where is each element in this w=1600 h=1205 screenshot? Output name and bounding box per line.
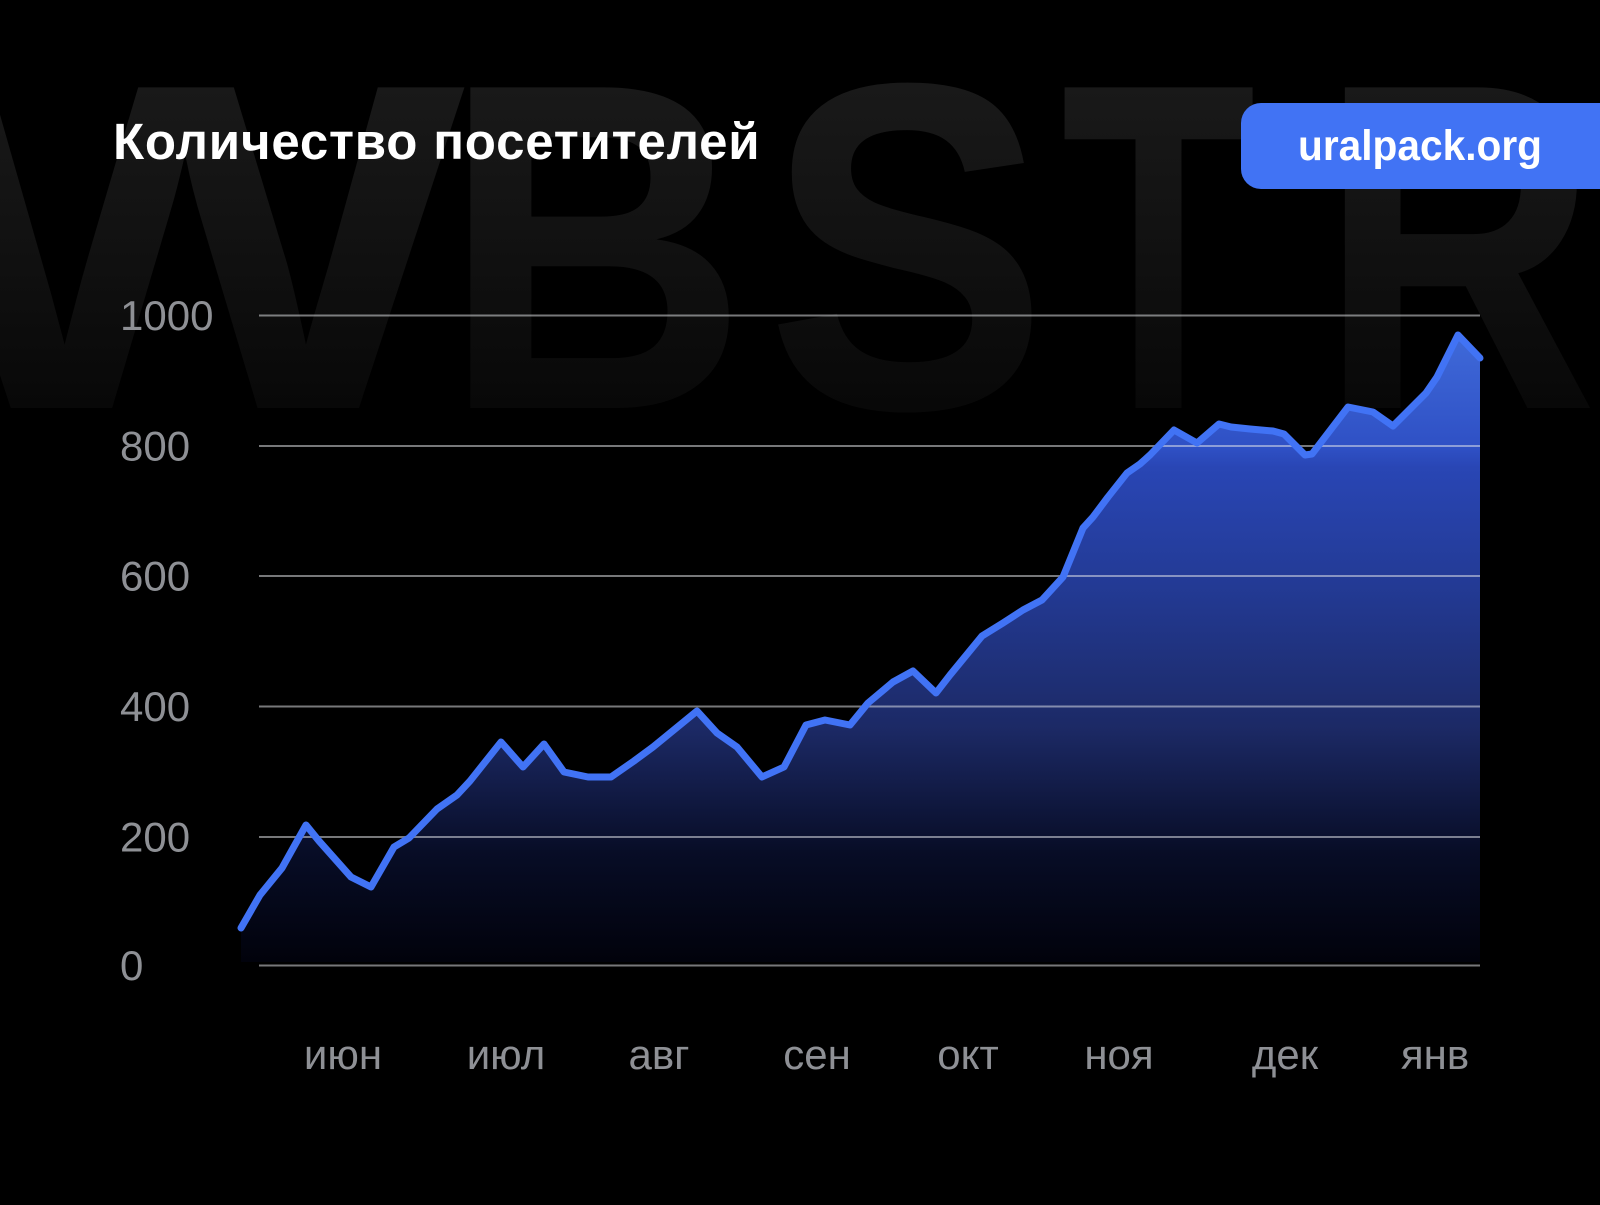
svg-text:600: 600 xyxy=(120,553,190,600)
svg-text:S: S xyxy=(766,0,1048,507)
svg-text:дек: дек xyxy=(1252,1031,1319,1078)
svg-text:0: 0 xyxy=(120,942,143,989)
svg-text:800: 800 xyxy=(120,423,190,470)
svg-text:Количество посетителей: Количество посетителей xyxy=(113,113,760,170)
svg-text:uralpack.org: uralpack.org xyxy=(1298,122,1542,170)
svg-text:400: 400 xyxy=(120,683,190,730)
svg-text:1000: 1000 xyxy=(120,292,213,339)
svg-text:сен: сен xyxy=(783,1031,851,1078)
svg-text:июл: июл xyxy=(467,1031,546,1078)
svg-text:окт: окт xyxy=(937,1031,998,1078)
svg-text:авг: авг xyxy=(629,1031,690,1078)
svg-text:янв: янв xyxy=(1401,1031,1469,1078)
svg-text:июн: июн xyxy=(304,1031,382,1078)
svg-text:B: B xyxy=(442,0,748,507)
svg-text:200: 200 xyxy=(120,814,190,861)
svg-text:W: W xyxy=(0,0,470,507)
svg-text:ноя: ноя xyxy=(1084,1031,1153,1078)
